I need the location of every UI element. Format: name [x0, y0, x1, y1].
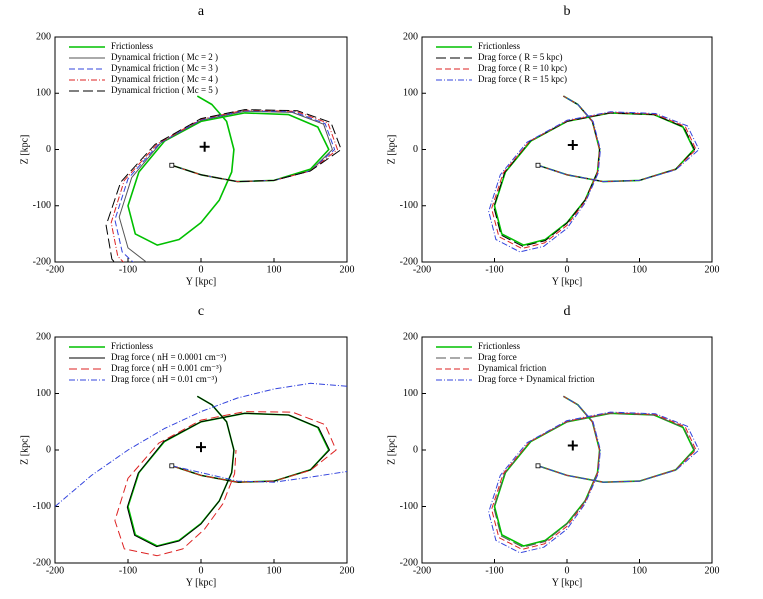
y-tick-label: -200	[33, 557, 51, 568]
start-marker	[535, 463, 541, 469]
y-tick-label: 0	[413, 144, 418, 155]
x-tick-label: -200	[46, 565, 64, 576]
x-tick-label: -100	[119, 565, 137, 576]
panel-title: c	[198, 304, 204, 319]
x-tick-label: -100	[485, 565, 503, 576]
orbit-line	[491, 395, 697, 550]
orbit-line	[127, 95, 330, 246]
x-tick-label: 200	[705, 565, 720, 576]
legend-label: Frictionless	[111, 341, 153, 351]
x-axis-label: Y [kpc]	[552, 276, 582, 287]
y-axis-label: Z [kpc]	[386, 435, 397, 465]
legend-label: Drag force ( nH = 0.001 cm⁻³)	[111, 363, 222, 373]
legend-label: Drag force ( nH = 0.01 cm⁻³)	[111, 374, 217, 384]
y-tick-label: -100	[400, 501, 418, 512]
x-tick-label: 100	[632, 565, 647, 576]
x-tick-label: 100	[267, 565, 282, 576]
y-tick-label: -200	[400, 557, 418, 568]
center-marker	[567, 440, 578, 451]
orbit-line	[488, 395, 700, 554]
x-tick-label: 0	[199, 565, 204, 576]
center-marker	[199, 141, 210, 152]
y-axis-label: Z [kpc]	[19, 435, 30, 465]
x-tick-label: 100	[632, 264, 647, 275]
center-marker	[196, 442, 206, 453]
legend-label: Dynamical friction ( Mc = 2 )	[111, 52, 218, 62]
x-tick-label: 200	[705, 264, 720, 275]
legend-label: Drag force ( R = 10 kpc)	[478, 63, 567, 73]
x-tick-label: 100	[267, 264, 282, 275]
x-axis-label: Y [kpc]	[186, 577, 216, 588]
x-axis-label: Y [kpc]	[552, 577, 582, 588]
orbit-line	[55, 382, 347, 507]
panel-title: a	[198, 4, 205, 19]
start-marker	[169, 162, 175, 168]
orbit-line	[114, 411, 337, 557]
x-tick-label: -200	[413, 565, 431, 576]
orbit-line	[114, 110, 336, 262]
y-tick-label: 200	[403, 331, 418, 342]
y-tick-label: -100	[400, 200, 418, 211]
y-tick-label: -200	[33, 256, 51, 267]
x-axis-label: Y [kpc]	[186, 276, 216, 287]
x-tick-label: -200	[46, 264, 64, 275]
x-tick-label: 200	[340, 264, 355, 275]
orbit-line	[126, 395, 330, 548]
y-tick-label: 200	[36, 331, 51, 342]
legend-label: Frictionless	[478, 341, 520, 351]
orbit-line	[493, 395, 696, 548]
y-tick-label: 100	[403, 388, 418, 399]
panel-title: b	[564, 4, 571, 19]
plot-area	[105, 95, 342, 262]
legend-label: Frictionless	[478, 41, 520, 51]
y-tick-label: 0	[46, 144, 51, 155]
y-tick-label: 200	[403, 31, 418, 42]
start-marker	[169, 463, 175, 469]
x-tick-label: 0	[565, 264, 570, 275]
orbit-line	[488, 95, 700, 253]
legend-label: Dynamical friction ( Mc = 5 )	[111, 85, 218, 95]
y-tick-label: 100	[403, 88, 418, 99]
y-tick-label: -200	[400, 256, 418, 267]
y-tick-label: -100	[33, 200, 51, 211]
x-tick-label: -100	[485, 264, 503, 275]
y-tick-label: 100	[36, 88, 51, 99]
y-axis-label: Z [kpc]	[386, 135, 397, 165]
legend-label: Drag force	[478, 352, 517, 362]
legend-label: Drag force + Dynamical friction	[478, 374, 595, 384]
orbit-line	[105, 109, 342, 262]
y-tick-label: 200	[36, 31, 51, 42]
y-tick-label: -100	[33, 501, 51, 512]
orbit-line	[493, 95, 696, 247]
legend-label: Dynamical friction	[478, 363, 547, 373]
x-tick-label: -100	[119, 264, 137, 275]
legend-label: Drag force ( R = 5 kpc)	[478, 52, 563, 62]
orbit-line	[491, 95, 697, 249]
legend-label: Drag force ( nH = 0.0001 cm⁻³)	[111, 352, 226, 362]
legend-label: Drag force ( R = 15 kpc)	[478, 74, 567, 84]
y-tick-label: 0	[413, 444, 418, 455]
x-tick-label: 0	[199, 264, 204, 275]
legend-label: Dynamical friction ( Mc = 3 )	[111, 63, 218, 73]
plot-area	[488, 395, 700, 554]
orbit-line	[110, 109, 338, 262]
plot-area	[488, 95, 700, 253]
legend-label: Dynamical friction ( Mc = 4 )	[111, 74, 218, 84]
center-marker	[567, 140, 578, 150]
start-marker	[535, 162, 541, 168]
x-tick-label: 0	[565, 565, 570, 576]
y-tick-label: 100	[36, 388, 51, 399]
legend-label: Frictionless	[111, 41, 153, 51]
x-tick-label: 200	[340, 565, 355, 576]
plot-area	[55, 382, 347, 557]
panel-title: d	[564, 304, 571, 319]
x-tick-label: -200	[413, 264, 431, 275]
y-axis-label: Z [kpc]	[19, 135, 30, 165]
y-tick-label: 0	[46, 444, 51, 455]
